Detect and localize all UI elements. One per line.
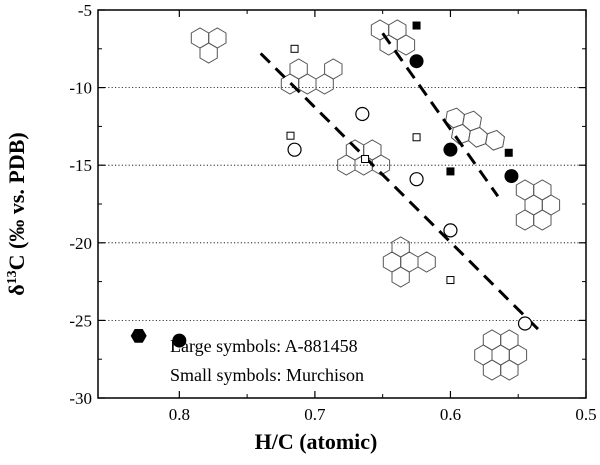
molecule-ring [500,359,519,381]
molecule-ring [450,123,471,145]
y-tick-label: -25 [69,311,92,330]
molecule-ring [396,34,416,56]
coronene-icon [474,329,528,381]
trend-line [381,32,500,198]
axis-ticks: 0.8 0.7 0.6 0.5 -5 -10 -15 -20 -25 -30 [69,1,596,424]
filled-circle-point [172,333,187,348]
open-square-point [290,44,299,53]
molecule-ring [391,266,410,288]
filled-hexagon-point [130,329,147,343]
phenalene-icon [190,27,227,64]
open-circle-point [287,142,302,157]
y-axis-label-sup: 13 [5,270,20,284]
open-square-point [446,276,455,285]
molecule-ring [462,110,483,132]
x-tick-label: 0.7 [304,405,326,424]
benzoperylene-icon [515,179,561,231]
molecule-ring [391,236,410,258]
open-circle-point [409,172,424,187]
open-circle-point [355,106,370,122]
molecule-ring [515,209,535,231]
molecule-ring [485,129,506,151]
molecule-ring [199,42,218,64]
x-tick-label: 0.8 [169,405,190,424]
x-tick-label: 0.6 [440,405,461,424]
legend: Large symbols: A-881458 Small symbols: M… [170,336,364,385]
y-tick-label: -30 [69,389,92,408]
x-tick-label: 0.5 [575,405,596,424]
filled-square-point [446,167,455,176]
molecule-structures [190,19,561,381]
molecule-ring [371,154,391,176]
open-square-point [361,154,370,163]
fluoranthene-icon [370,19,416,56]
molecule-ring [482,359,502,381]
chrysene-icon [280,58,343,95]
molecule-ring [541,194,561,216]
y-axis-label-delta: δ [4,284,29,295]
open-square-point [286,131,295,140]
filled-circle-point [504,169,519,184]
y-axis-label: δ13C (‰ vs. PDB) [4,132,29,296]
filled-square-point [412,21,421,30]
filled-circle-point [409,54,424,69]
open-square-point [412,133,421,142]
y-axis-label-rest: C (‰ vs. PDB) [4,132,29,270]
molecule-ring [468,126,488,148]
open-circle-point [517,316,533,331]
benzo-phenanthrene-icon [382,236,436,288]
molecule-ring [417,251,436,273]
x-axis-label: H/C (atomic) [255,429,378,454]
open-circle-point [443,223,458,238]
y-tick-label: -5 [78,1,92,20]
molecule-ring [289,58,308,80]
legend-line-1: Large symbols: A-881458 [170,336,358,356]
legend-line-2: Small symbols: Murchison [170,365,364,385]
trend-line [259,52,540,331]
molecule-ring [324,58,343,80]
y-tick-label: -20 [69,234,92,253]
filled-circle-point [443,142,458,157]
y-tick-label: -15 [69,156,92,175]
data-points [130,21,533,348]
trend-lines [259,32,540,331]
grid-lines [98,87,586,321]
y-tick-label: -10 [69,79,92,98]
filled-square-point [504,148,513,157]
